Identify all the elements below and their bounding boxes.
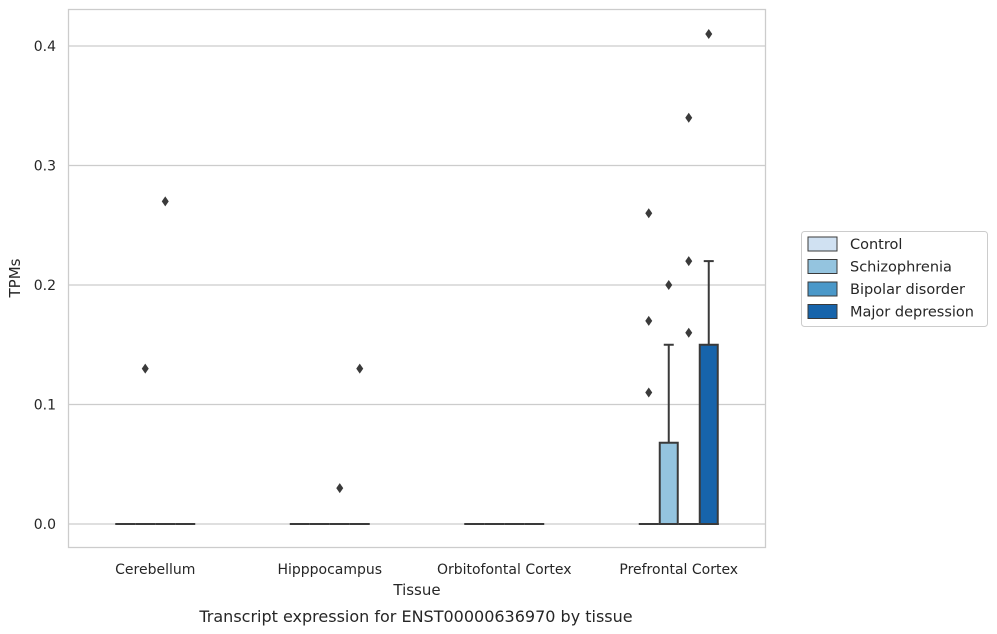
y-tick-label: 0.4 bbox=[34, 39, 56, 55]
box-body bbox=[698, 343, 719, 525]
box-bipolar-disorder bbox=[155, 196, 176, 525]
legend: Control Schizophrenia Bipolar disorder Majo… bbox=[801, 231, 988, 327]
box-schizophrenia bbox=[658, 280, 679, 525]
x-tick-label: Cerebellum bbox=[115, 562, 195, 578]
legend-label: Major depression bbox=[850, 305, 974, 321]
box-bipolar-disorder bbox=[678, 112, 699, 525]
outlier-point bbox=[161, 196, 169, 207]
legend-swatch bbox=[807, 259, 838, 274]
box-bipolar-disorder bbox=[329, 483, 350, 525]
outlier-point bbox=[685, 327, 693, 338]
legend-swatch bbox=[807, 281, 838, 297]
outlier-point bbox=[336, 483, 344, 494]
outlier-point bbox=[645, 315, 653, 326]
plot-area-frame bbox=[67, 8, 767, 549]
y-axis-ticks: 0.0 0.1 0.2 0.3 0.4 bbox=[34, 39, 56, 533]
box-control bbox=[638, 208, 659, 525]
outlier-point bbox=[356, 363, 364, 374]
y-tick-label: 0.1 bbox=[34, 398, 56, 414]
legend-label: Schizophrenia bbox=[850, 260, 952, 276]
box-schizophrenia bbox=[135, 363, 156, 525]
x-tick-label: Prefrontal Cortex bbox=[619, 562, 738, 578]
outlier-point bbox=[685, 112, 693, 123]
outlier-point bbox=[645, 387, 653, 398]
legend-frame bbox=[801, 231, 988, 327]
y-tick-label: 0.0 bbox=[34, 517, 56, 533]
box-major-depression bbox=[698, 29, 719, 525]
y-axis-label: TPMs bbox=[6, 258, 24, 298]
outlier-point bbox=[685, 256, 693, 267]
box-major-depression bbox=[349, 363, 370, 525]
y-tick-label: 0.2 bbox=[34, 278, 56, 294]
legend-label: Bipolar disorder bbox=[850, 282, 965, 298]
y-tick-label: 0.3 bbox=[34, 159, 56, 175]
chart-caption: Transcript expression for ENST0000063697… bbox=[198, 607, 632, 626]
x-axis-ticks: Cerebellum Hipppocampus Orbitofontal Corte… bbox=[115, 562, 738, 578]
outlier-point bbox=[645, 208, 653, 219]
x-tick-label: Orbitofontal Cortex bbox=[437, 562, 572, 578]
box-body bbox=[658, 441, 679, 525]
x-axis-label: Tissue bbox=[392, 581, 440, 599]
outlier-point bbox=[141, 363, 149, 374]
outlier-point bbox=[705, 29, 713, 40]
legend-swatch bbox=[807, 304, 838, 319]
x-tick-label: Hipppocampus bbox=[277, 562, 382, 578]
box-marks bbox=[115, 29, 719, 525]
legend-swatch bbox=[807, 236, 838, 252]
outlier-point bbox=[665, 280, 673, 290]
legend-label: Control bbox=[850, 237, 902, 253]
